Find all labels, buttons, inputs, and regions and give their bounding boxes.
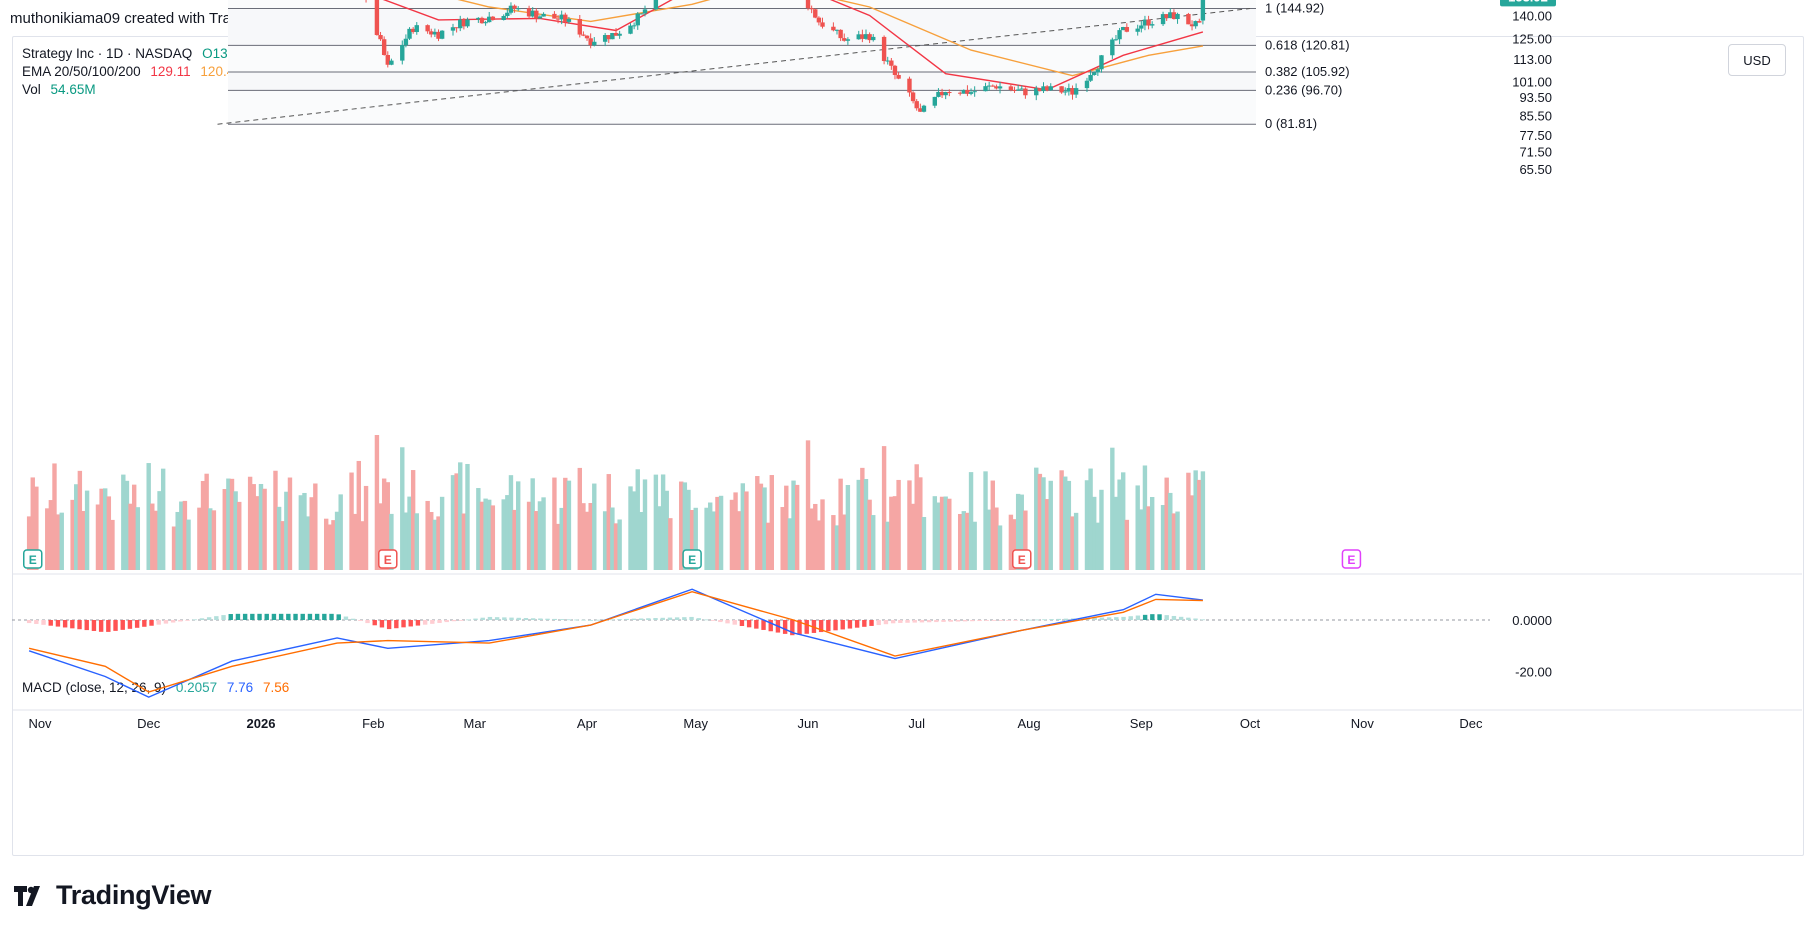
candle (1197, 18, 1202, 23)
high-value: H154.02 (263, 46, 315, 61)
candle (530, 7, 535, 18)
candle (1189, 20, 1195, 31)
candle (508, 2, 514, 15)
candle (1175, 12, 1180, 24)
candle (1135, 24, 1140, 36)
candle (635, 11, 640, 30)
candle (820, 17, 825, 29)
candle (516, 6, 521, 12)
candle (631, 22, 637, 30)
price-tick: 140.00 (1512, 9, 1552, 24)
candle (537, 15, 543, 19)
candle (834, 29, 840, 35)
volume-legend[interactable]: Vol 54.65M (22, 82, 102, 97)
chart-credit: muthonikiama09 created with TradingView.… (10, 10, 498, 27)
candle (563, 12, 568, 27)
candle (555, 15, 561, 24)
vol-label: Vol (22, 82, 41, 97)
vol-value: 54.65M (50, 82, 96, 97)
currency-button[interactable]: USD (1728, 44, 1786, 76)
candle (534, 8, 539, 23)
low-value: L136.18 (324, 46, 374, 61)
price-legend[interactable]: Strategy Inc · 1D · NASDAQ O136.58 H154.… (22, 46, 558, 61)
macd-hist-value: 0.2057 (175, 680, 218, 695)
macd-line-value: 7.76 (226, 680, 254, 695)
last-price-value: 153.92 (1508, 0, 1548, 4)
candle (505, 8, 510, 19)
candle (1121, 26, 1126, 31)
ema-legend[interactable]: EMA 20/50/100/200 129.11 120.49 152.12 (22, 64, 299, 79)
candle (566, 16, 572, 24)
candle (559, 10, 564, 25)
fib-label: 1 (144.92) (1265, 1, 1324, 16)
candle (410, 27, 416, 34)
candle (813, 8, 818, 19)
candle (1142, 15, 1148, 31)
candle (1164, 14, 1169, 21)
ema20-value: 129.11 (150, 64, 191, 79)
candle (642, 5, 648, 17)
candle (1168, 8, 1173, 19)
candle (809, 5, 814, 14)
candle (1146, 15, 1151, 30)
change-value: +21.67 (+16.39%) (443, 46, 552, 61)
candle (454, 27, 459, 33)
candle (526, 5, 532, 19)
last-price-label: 153.92 (1500, 0, 1556, 7)
candle (365, 0, 367, 3)
ema50-value: 120.49 (200, 64, 242, 79)
tradingview-logo[interactable]: TradingView (14, 880, 212, 911)
macd-label: MACD (close, 12, 26, 9) (22, 680, 167, 695)
candle (501, 14, 506, 21)
macd-signal-value: 7.56 (262, 680, 290, 695)
ema200-value: 152.12 (251, 64, 293, 79)
candle (541, 12, 546, 17)
brand-name: TradingView (56, 880, 212, 910)
candle (512, 4, 517, 13)
candle (816, 16, 822, 26)
candle (628, 23, 633, 35)
chart-frame[interactable] (12, 36, 1804, 856)
candle (653, 0, 659, 11)
candle (805, 0, 811, 11)
candle (1186, 12, 1191, 25)
candle (1149, 21, 1155, 29)
candle (577, 14, 582, 38)
symbol-label: Strategy Inc · 1D · NASDAQ (22, 46, 193, 61)
fib-band (228, 0, 1256, 9)
candle (831, 22, 836, 32)
tradingview-icon (14, 885, 40, 906)
candle (1193, 20, 1198, 29)
candle (1139, 21, 1144, 33)
candle (639, 13, 644, 15)
candle (613, 28, 619, 36)
candle (1171, 9, 1177, 20)
candle (1200, 0, 1206, 25)
macd-legend[interactable]: MACD (close, 12, 26, 9) 0.2057 7.76 7.56 (22, 680, 295, 695)
open-value: O136.58 (202, 46, 254, 61)
ema-label: EMA 20/50/100/200 (22, 64, 141, 79)
close-value: C153.92 (383, 46, 435, 61)
candle (1160, 11, 1166, 26)
candle (552, 11, 557, 19)
candle (1124, 23, 1130, 33)
